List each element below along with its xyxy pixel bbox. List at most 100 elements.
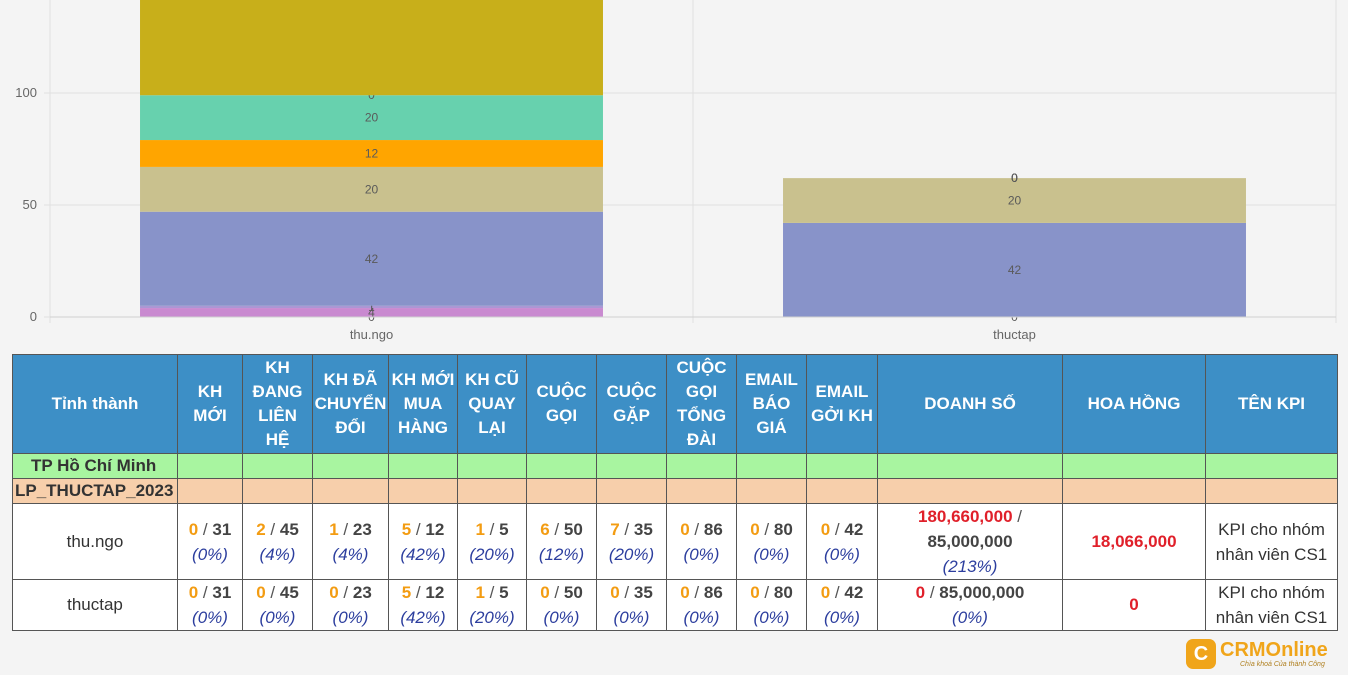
metric-percent: (0%) [824, 544, 860, 564]
crmonline-logo: C CRMOnline Chìa khoá Của thành Công [1186, 637, 1338, 671]
header-email-goi-kh[interactable]: EMAIL GỞI KH [806, 354, 878, 454]
metric-achieved: 0 [610, 583, 620, 602]
metric-achieved: 1 [475, 519, 485, 539]
bar-segment [783, 222, 1246, 317]
commission-cell: 0 [1062, 579, 1206, 631]
metric-target: 45 [279, 583, 299, 602]
metric-percent: (0%) [753, 608, 790, 627]
metric-cell: 0 / 31 (0%) [177, 503, 243, 580]
header-province[interactable]: Tỉnh thành [12, 354, 178, 454]
metric-percent: (0%) [259, 608, 296, 627]
x-tick-label: thuctap [993, 327, 1036, 342]
metric-percent: (0%) [332, 608, 369, 627]
kpi-name-cell: KPI cho nhóm nhân viên CS1 [1205, 579, 1338, 631]
empty-cell [457, 453, 527, 479]
header-kh-da-chuyen-doi[interactable]: KH ĐÃ CHUYỂN ĐỔI [312, 354, 389, 454]
empty-cell [1205, 478, 1338, 504]
metric-target: 86 [703, 583, 723, 602]
bar-data-label: 1 [368, 300, 375, 314]
metric-achieved: 0 [256, 583, 266, 602]
empty-cell [457, 478, 527, 504]
empty-cell [242, 478, 313, 504]
metric-achieved: 5 [401, 583, 412, 602]
employee-name: thu.ngo [12, 503, 178, 580]
empty-cell [388, 453, 458, 479]
metric-target: 50 [563, 583, 583, 602]
header-cuoc-goi-tong-dai[interactable]: CUỘC GỌI TỔNG ĐÀI [666, 354, 737, 454]
empty-cell [596, 453, 667, 479]
kpi-name-cell: KPI cho nhóm nhân viên CS1 [1205, 503, 1338, 580]
metric-percent: (12%) [538, 544, 585, 564]
empty-cell [312, 478, 389, 504]
metric-achieved: 2 [256, 519, 266, 539]
bar-data-label: 4 [368, 306, 375, 320]
empty-cell [177, 478, 243, 504]
metric-cell: 5 / 12 (42%) [388, 579, 458, 631]
metric-achieved: 0 [540, 583, 550, 602]
bar-data-label: 42 [1008, 263, 1022, 277]
metric-achieved: 7 [610, 519, 620, 539]
revenue-target: 85,000,000 [939, 583, 1025, 602]
header-ten-kpi[interactable]: TÊN KPI [1205, 354, 1338, 454]
metric-percent: (0%) [683, 544, 720, 564]
bar-segment [140, 166, 603, 212]
metric-target: 42 [844, 583, 864, 602]
bar-data-label: 20 [1008, 194, 1022, 208]
empty-cell [242, 453, 313, 479]
table-row: thuctap 0 / 31 (0%) 0 / 45 (0%) 0 / 23 (0%)… [12, 579, 1338, 631]
metric-achieved: 1 [329, 519, 339, 539]
metric-target: 80 [773, 583, 793, 602]
metric-target: 80 [773, 519, 793, 539]
metric-cell: 1 / 23 (4%) [312, 503, 389, 580]
metric-cell: 0 / 23 (0%) [312, 579, 389, 631]
metric-achieved: 6 [540, 519, 550, 539]
header-kh-dang-lien-he[interactable]: KH ĐANG LIÊN HỆ [242, 354, 313, 454]
header-kh-moi[interactable]: KH MỚI [177, 354, 243, 454]
metric-target: 45 [279, 519, 299, 539]
revenue-percent: (213%) [942, 557, 998, 576]
kpi-name: KPI cho nhóm nhân viên CS1 [1215, 583, 1328, 627]
bar-segment [140, 308, 603, 317]
metric-achieved: 0 [820, 583, 831, 602]
metric-cell: 0 / 35 (0%) [596, 579, 667, 631]
header-kh-cu-quay-lai[interactable]: KH CŨ QUAY LẠI [457, 354, 527, 454]
bar-data-label: 20 [365, 111, 379, 125]
logo-mark-icon: C [1186, 639, 1216, 669]
bar-data-label: 12 [365, 146, 379, 160]
metric-percent: (0%) [824, 608, 860, 627]
header-doanh-so[interactable]: DOANH SỐ [877, 354, 1063, 454]
metric-target: 23 [352, 583, 372, 602]
metric-cell: 2 / 45 (4%) [242, 503, 313, 580]
metric-percent: (0%) [613, 608, 650, 627]
empty-cell [736, 478, 807, 504]
metric-cell: 0 / 45 (0%) [242, 579, 313, 631]
empty-cell [1205, 453, 1338, 479]
bar-segment [140, 95, 603, 141]
metric-percent: (20%) [608, 544, 655, 564]
kpi-name: KPI cho nhóm nhân viên CS1 [1215, 519, 1328, 564]
revenue-achieved: 180,660,000 [917, 507, 1013, 526]
metric-target: 35 [633, 583, 653, 602]
empty-cell [526, 453, 597, 479]
empty-cell [666, 478, 737, 504]
bar-segment [783, 178, 1246, 223]
metric-cell: 0 / 86 (0%) [666, 579, 737, 631]
header-cuoc-gap[interactable]: CUỘC GẶP [596, 354, 667, 454]
commission-value: 0 [1129, 595, 1139, 614]
x-tick-label: thu.ngo [350, 327, 393, 342]
metric-percent: (4%) [259, 544, 296, 564]
header-cuoc-goi[interactable]: CUỘC GỌI [526, 354, 597, 454]
metric-target: 5 [499, 583, 509, 602]
revenue-cell: 180,660,000 /85,000,000 (213%) [877, 503, 1063, 580]
empty-cell [736, 453, 807, 479]
header-hoa-hong[interactable]: HOA HỒNG [1062, 354, 1206, 454]
header-email-bao-gia[interactable]: EMAIL BÁO GIÁ [736, 354, 807, 454]
metric-target: 86 [703, 519, 723, 539]
metric-achieved: 0 [188, 583, 199, 602]
header-kh-moi-mua-hang[interactable]: KH MỚI MUA HÀNG [388, 354, 458, 454]
metric-cell: 0 / 80 (0%) [736, 579, 807, 631]
metric-achieved: 1 [475, 583, 485, 602]
metric-target: 31 [212, 583, 232, 602]
metric-target: 5 [499, 519, 509, 539]
empty-cell [877, 453, 1063, 479]
